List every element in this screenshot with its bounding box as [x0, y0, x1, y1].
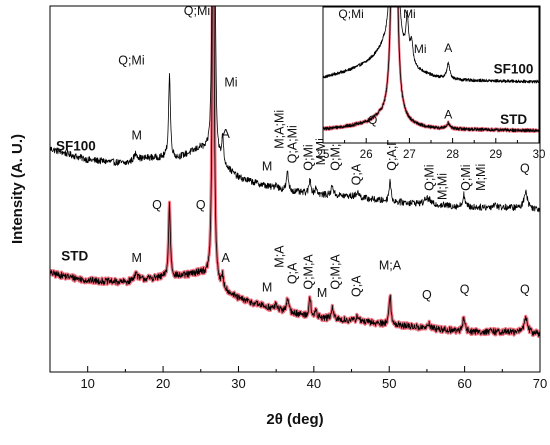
inset-x-tick-label: 29	[489, 149, 502, 161]
peak-label: Q;A	[350, 275, 364, 297]
peak-label: M;A	[273, 245, 287, 268]
peak-label: M;A;Mi	[273, 110, 287, 149]
x-tick-label: 60	[457, 376, 471, 391]
peak-label: Q;M;A	[301, 254, 315, 290]
x-tick-label: 30	[231, 376, 245, 391]
series-label-std: STD	[61, 248, 88, 263]
inset-peak-label: A	[444, 41, 452, 55]
peak-label: Q	[152, 198, 162, 212]
peak-label: M	[262, 160, 272, 174]
peak-label: Q	[520, 282, 530, 296]
main-series-std	[50, 6, 540, 337]
inset-series-label-sf100: SF100	[494, 62, 534, 77]
inset-peak-label: Mi	[403, 7, 416, 21]
x-tick-label: 70	[533, 376, 547, 391]
inset-peak-label: Q	[368, 113, 377, 127]
plot-frame	[49, 5, 541, 373]
peak-label: Q;M;A	[328, 254, 342, 290]
inset-x-tick-label: 25	[317, 149, 330, 161]
peak-label: Q;Mi	[459, 164, 473, 190]
series-label-sf100: SF100	[56, 139, 96, 154]
peak-label: M;Mi	[314, 138, 328, 165]
inset-x-tick-label: 30	[533, 149, 546, 161]
peak-label: Q;Mi	[118, 54, 144, 68]
x-axis-title: 2θ (deg)	[266, 411, 323, 428]
peak-label: Q	[460, 282, 470, 296]
peak-label: M	[317, 286, 327, 300]
peak-label: M;A	[379, 259, 402, 273]
peak-label: M	[262, 280, 272, 294]
inset-peak-label: Mi	[414, 42, 427, 56]
inset-series-label-std: STD	[500, 112, 527, 127]
inset-x-tick-label: 28	[446, 149, 459, 161]
peak-label: M;Mi	[436, 173, 450, 200]
peak-label: A	[221, 127, 230, 141]
peak-label: Q;A	[286, 262, 300, 284]
x-tick-label: 40	[307, 376, 321, 391]
x-tick-label: 50	[382, 376, 396, 391]
peak-label: M;Mi	[474, 164, 488, 191]
peak-label: Q;Mi	[301, 144, 315, 170]
inset-series-std	[323, 7, 539, 133]
peak-label: Q	[422, 288, 432, 302]
peak-label: M	[131, 251, 141, 265]
inset-peak-label: Q;Mi	[338, 7, 363, 21]
peak-label: Q	[520, 162, 530, 176]
x-tick-label: 20	[156, 376, 170, 391]
peak-label: A	[221, 251, 230, 265]
peak-label: M	[131, 129, 141, 143]
inset-x-tick-label: 26	[360, 149, 373, 161]
main-series-sf100	[50, 6, 540, 213]
peak-label: Q;Mi	[184, 4, 210, 18]
peak-label: Q;Mi	[423, 164, 437, 190]
peak-label: Mi	[224, 76, 237, 90]
x-tick-label: 10	[80, 376, 94, 391]
inset-x-tick-label: 27	[403, 149, 416, 161]
peak-label: Q;A	[350, 163, 364, 185]
y-axis-title: Intensity (A. U.)	[9, 134, 26, 244]
peak-label: Q	[196, 198, 206, 212]
inset-series-sf100	[323, 7, 539, 84]
inset-peak-label: A	[444, 108, 452, 122]
peak-label: Q;A;Mi	[286, 125, 300, 163]
